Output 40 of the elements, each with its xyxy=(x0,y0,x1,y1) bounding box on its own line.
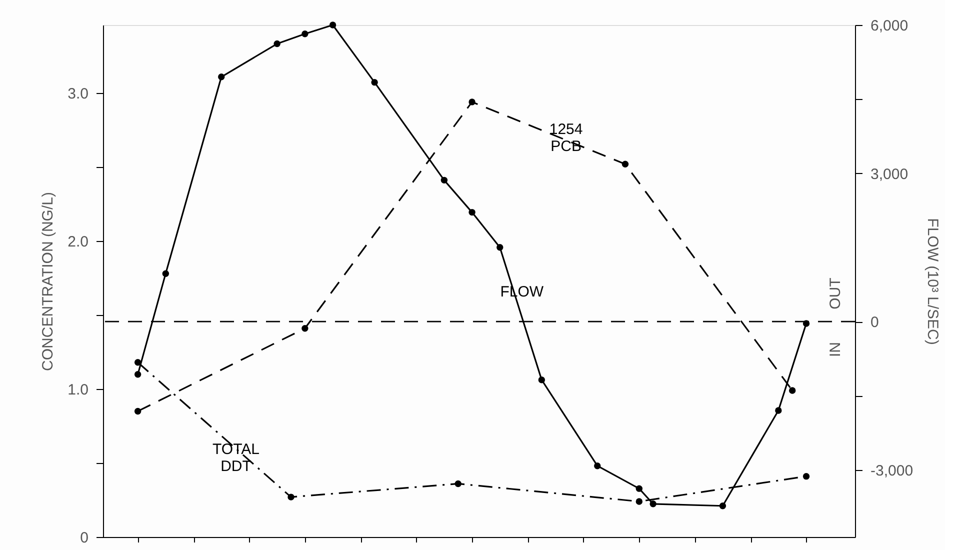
point xyxy=(134,371,142,378)
point xyxy=(134,359,142,366)
point xyxy=(302,325,308,332)
point xyxy=(134,408,142,415)
point xyxy=(454,480,462,488)
y2-axis-title: FLOW (10³ L/SEC) xyxy=(924,218,942,345)
point xyxy=(636,485,642,492)
point xyxy=(775,407,782,414)
point xyxy=(622,160,629,168)
point xyxy=(496,244,504,251)
y-tick-label: 2.0 xyxy=(68,234,88,251)
y-tick-label: 3.0 xyxy=(68,86,88,103)
point xyxy=(274,40,280,48)
point xyxy=(371,78,378,86)
point xyxy=(468,98,476,106)
point xyxy=(802,472,810,480)
point xyxy=(468,208,476,216)
point xyxy=(302,30,308,38)
y2-tick-label: 3,000 xyxy=(870,166,908,183)
point xyxy=(218,74,225,80)
series-label: TOTAL DDT xyxy=(212,441,260,476)
point xyxy=(594,462,601,470)
series-label: 1254 PCB xyxy=(549,120,583,155)
point xyxy=(788,387,796,394)
y-tick-label: 0 xyxy=(80,530,88,546)
point xyxy=(636,498,642,505)
y-tick-label: 1.0 xyxy=(68,382,88,399)
y-axis-title: CONCENTRATION (NG/L) xyxy=(40,192,57,371)
point xyxy=(162,270,170,277)
point xyxy=(538,376,546,384)
annotation: OUT xyxy=(827,278,844,310)
point xyxy=(719,502,726,510)
point xyxy=(329,22,336,28)
point xyxy=(288,494,294,500)
y2-tick-label: -3,000 xyxy=(870,462,914,480)
annotation: IN xyxy=(827,342,844,358)
y2-tick-label: 0 xyxy=(870,314,879,332)
point xyxy=(650,500,656,508)
y2-tick-label: 6,000 xyxy=(870,18,908,34)
point xyxy=(440,176,448,184)
